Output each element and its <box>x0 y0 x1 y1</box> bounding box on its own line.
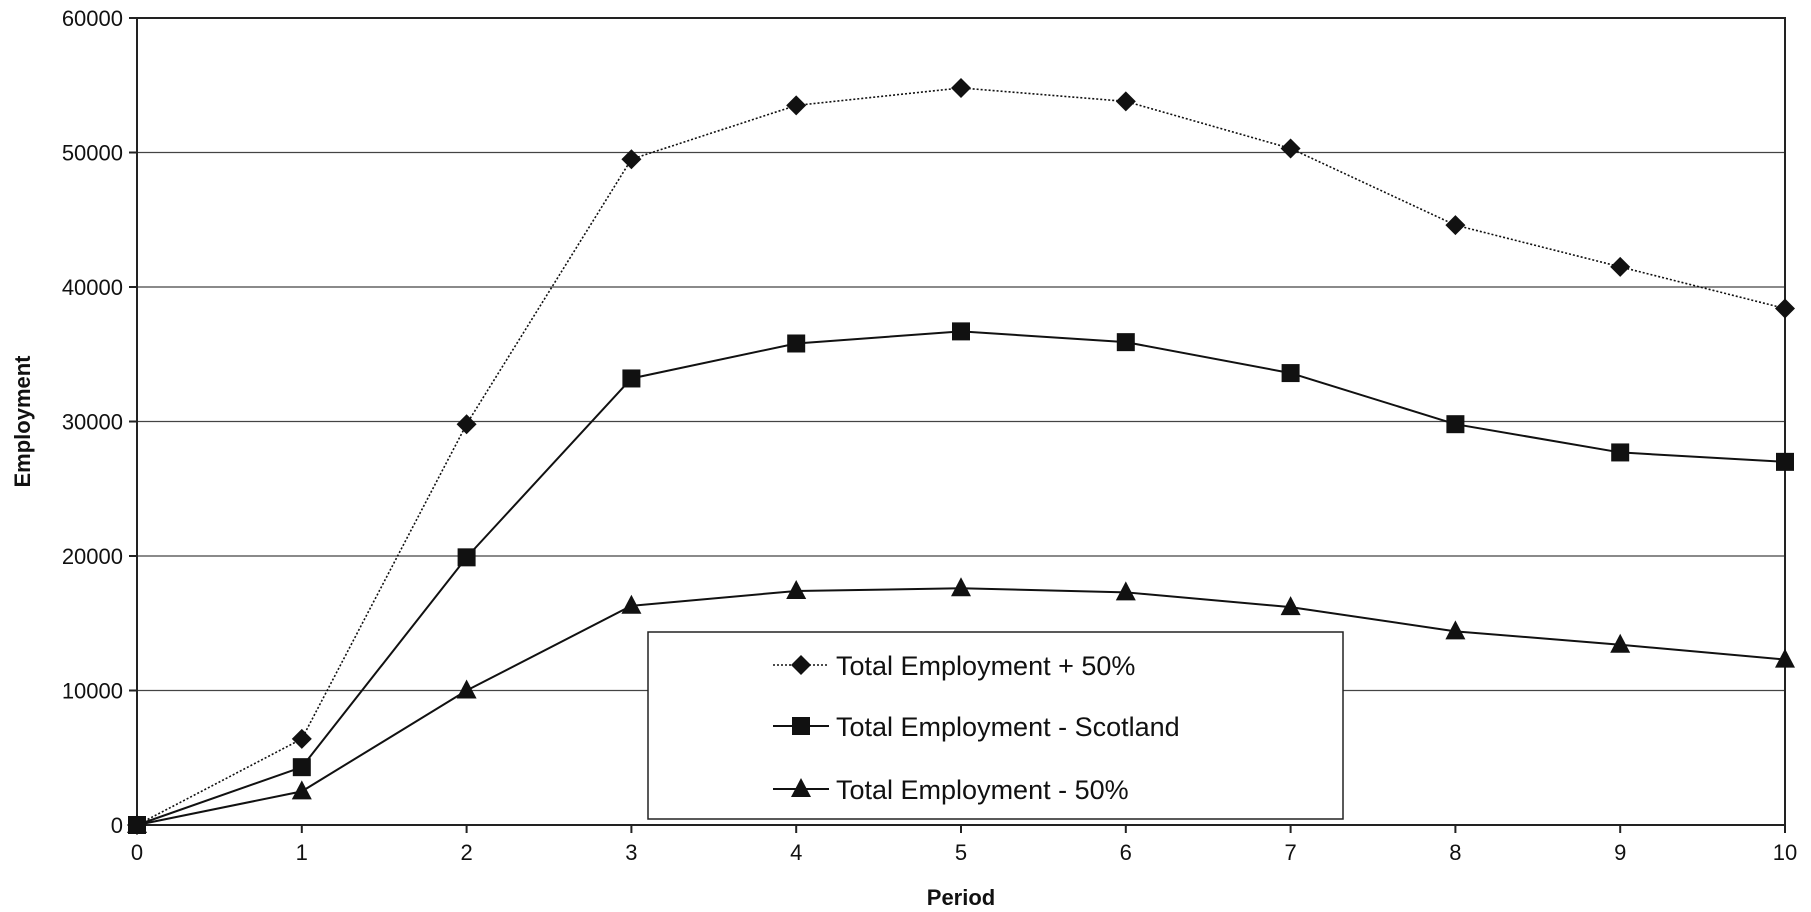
legend-items: Total Employment + 50% Total Employment -… <box>773 651 1180 805</box>
legend-entry: Total Employment - 50% <box>773 775 1129 805</box>
data-point-square <box>787 334 806 353</box>
y-tick-label: 50000 <box>62 141 123 166</box>
data-point-triangle <box>1445 620 1466 640</box>
legend-entry: Total Employment + 50% <box>773 651 1135 681</box>
legend-box <box>647 631 1344 820</box>
y-axis-title: Employment <box>10 355 35 488</box>
axes: 0 10000 20000 30000 40000 50000 60000 0 1 2 3 4 5 6 7 8… <box>62 6 1797 865</box>
data-point-triangle <box>1280 596 1301 616</box>
x-tick-label: 0 <box>131 840 143 865</box>
series-triangle <box>127 577 1795 833</box>
legend-marker-square <box>792 717 810 735</box>
y-tick-label: 10000 <box>62 679 123 704</box>
x-tick-label: 6 <box>1120 840 1132 865</box>
data-point-square <box>1446 415 1465 434</box>
legend-marker-triangle <box>791 778 811 797</box>
data-point-triangle <box>1115 581 1136 601</box>
data-point-triangle <box>291 780 312 800</box>
x-tick-label: 7 <box>1284 840 1296 865</box>
data-point-triangle <box>1610 633 1631 653</box>
x-tick-label: 10 <box>1773 840 1797 865</box>
data-point-diamond <box>291 728 312 749</box>
data-point-diamond <box>1115 91 1136 112</box>
y-tick-label: 0 <box>111 813 123 838</box>
y-tick-label: 30000 <box>62 410 123 435</box>
legend-entry: Total Employment - Scotland <box>773 712 1180 742</box>
data-point-diamond <box>1610 256 1631 277</box>
data-point-square <box>1116 333 1135 352</box>
x-tick-label: 5 <box>955 840 967 865</box>
x-tick-label: 1 <box>296 840 308 865</box>
y-tick-label: 40000 <box>62 275 123 300</box>
data-point-square <box>457 548 476 567</box>
legend-label: Total Employment + 50% <box>836 651 1135 681</box>
series-lines <box>127 77 1795 835</box>
data-point-diamond <box>456 414 477 435</box>
x-tick-label: 3 <box>625 840 637 865</box>
data-point-diamond <box>786 95 807 116</box>
legend-label: Total Employment - 50% <box>836 775 1129 805</box>
data-point-triangle <box>456 679 477 699</box>
x-tick-label: 4 <box>790 840 802 865</box>
x-tick-label: 8 <box>1449 840 1461 865</box>
data-point-triangle <box>621 594 642 614</box>
legend: Total Employment + 50% Total Employment -… <box>647 631 1344 820</box>
data-point-triangle <box>786 579 807 599</box>
x-tick-label: 2 <box>460 840 472 865</box>
legend-label: Total Employment - Scotland <box>836 712 1180 742</box>
data-point-diamond <box>951 77 971 98</box>
gridlines <box>137 151 1785 692</box>
legend-marker-diamond <box>791 655 811 675</box>
data-point-triangle <box>951 577 971 597</box>
data-point-square <box>1776 452 1794 471</box>
y-tick-label: 20000 <box>62 544 123 569</box>
y-tick-label: 60000 <box>62 6 123 31</box>
data-point-diamond <box>1775 298 1795 319</box>
data-point-diamond <box>621 149 642 170</box>
x-tick-label: 9 <box>1614 840 1626 865</box>
data-point-diamond <box>1280 138 1301 159</box>
data-point-triangle <box>127 814 147 833</box>
data-point-square <box>1611 443 1630 462</box>
data-point-diamond <box>1445 215 1466 236</box>
data-point-square <box>292 758 311 777</box>
x-axis-title: Period <box>927 885 995 910</box>
data-point-square <box>952 322 970 341</box>
data-point-square <box>1281 364 1300 383</box>
data-point-square <box>622 369 641 388</box>
data-point-triangle <box>1775 648 1795 668</box>
